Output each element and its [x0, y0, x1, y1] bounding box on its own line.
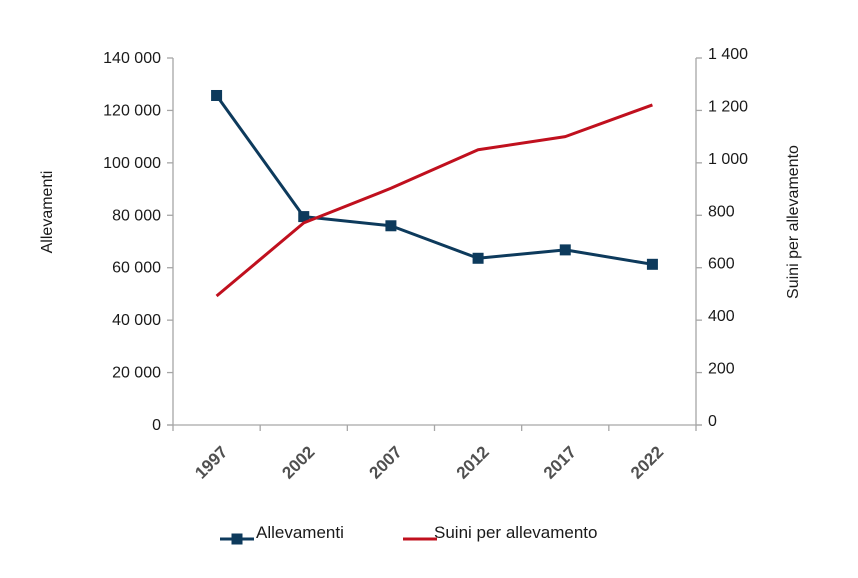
axes	[167, 57, 702, 431]
x-axis-category-label: 2002	[278, 442, 318, 482]
left-axis-tick-label: 120 000	[103, 102, 161, 119]
series-line-0	[215, 94, 653, 266]
data-point-marker	[646, 258, 658, 270]
x-axis-category-label: 2017	[540, 442, 580, 482]
data-point-marker	[298, 211, 310, 223]
data-point-marker	[385, 220, 397, 232]
left-axis-tick-label: 60 000	[112, 260, 161, 277]
right-axis-tick-label: 200	[708, 361, 735, 378]
left-axis-tick-label: 80 000	[112, 207, 161, 224]
data-point-marker	[211, 89, 223, 101]
right-axis-tick-label: 0	[708, 413, 717, 430]
legend-label-suini: Suini per allevamento	[434, 523, 597, 542]
legend-marker-allevamenti	[231, 533, 243, 545]
left-axis-tick-label: 0	[152, 417, 161, 434]
right-axis-title: Suini per allevamento	[785, 145, 802, 299]
series-layer	[211, 89, 658, 298]
right-axis-tick-label: 1 200	[708, 98, 748, 115]
right-axis-tick-label: 1 000	[708, 151, 748, 168]
data-point-marker	[472, 252, 484, 264]
x-axis-category-label: 2022	[627, 442, 667, 482]
left-axis-title: Allevamenti	[39, 171, 56, 254]
right-axis-tick-label: 600	[708, 256, 735, 273]
data-point-marker	[559, 244, 571, 256]
x-axis-category-label: 1997	[191, 442, 231, 482]
left-axis-tick-label: 40 000	[112, 312, 161, 329]
series-line-1	[215, 103, 653, 298]
right-axis-tick-label: 400	[708, 308, 735, 325]
x-axis-category-label: 2012	[453, 442, 493, 482]
left-axis-tick-label: 140 000	[103, 50, 161, 67]
right-axis-tick-label: 1 400	[708, 46, 748, 63]
left-axis-tick-label: 20 000	[112, 365, 161, 382]
right-axis-tick-label: 800	[708, 203, 735, 220]
x-axis-category-label: 2007	[366, 442, 406, 482]
labels-layer: 0 20 000 40 000 60 000 80 000 100 000 120 000 1…	[39, 46, 802, 483]
left-axis-tick-label: 100 000	[103, 155, 161, 172]
legend-label-allevamenti: Allevamenti	[256, 523, 344, 542]
legend: Allevamenti Suini per allevamento	[220, 523, 597, 545]
